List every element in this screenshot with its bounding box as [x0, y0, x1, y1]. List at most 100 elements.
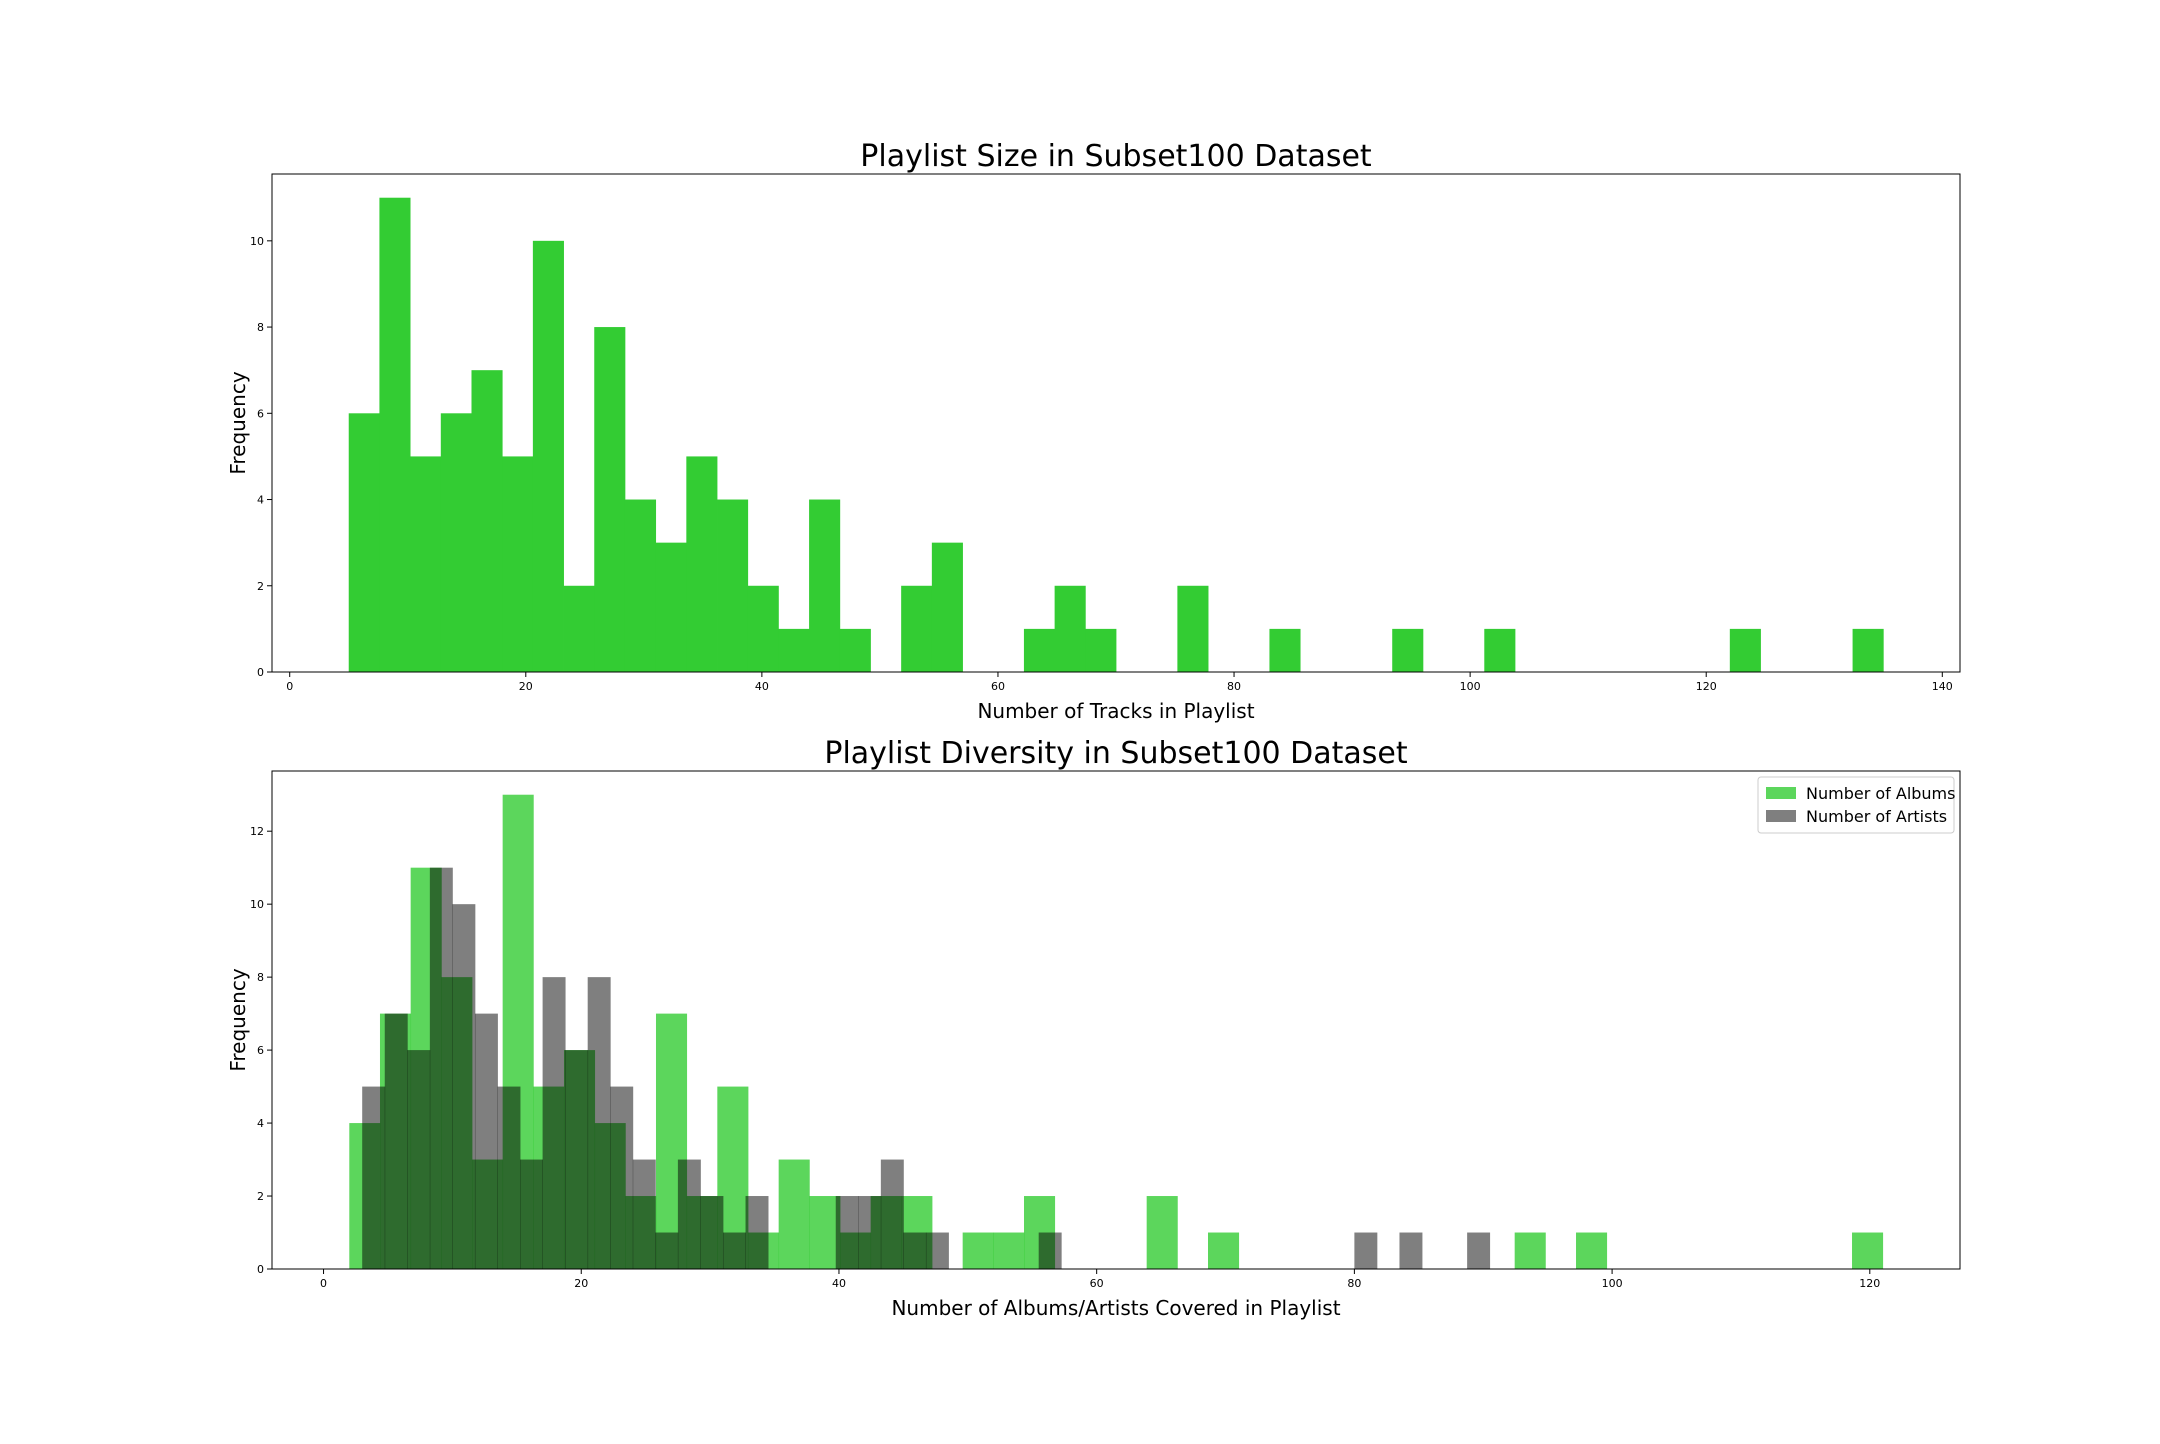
histogram-bar	[1399, 1232, 1423, 1269]
y-axis-ticks: 0 2 4 6 8 10	[250, 235, 272, 679]
histogram-bar	[931, 542, 963, 672]
x-axis-label: Number of Tracks in Playlist	[977, 699, 1254, 723]
legend-label-artists: Number of Artists	[1806, 807, 1947, 826]
histogram-bar	[532, 240, 564, 672]
x-tick-label: 0	[286, 680, 293, 693]
x-tick-label: 80	[1227, 680, 1241, 693]
histogram-bar	[835, 1196, 859, 1269]
y-axis-label: Frequency	[226, 968, 250, 1071]
x-tick-label: 100	[1460, 680, 1481, 693]
histogram-bar	[925, 1232, 949, 1269]
histogram-bar	[1146, 1196, 1178, 1269]
x-axis-ticks: 0 20 40 60 80 100 120 140	[286, 672, 1953, 693]
histogram-bar	[610, 1086, 634, 1269]
legend-swatch-albums	[1766, 787, 1796, 799]
histogram-bar	[903, 1232, 927, 1269]
chart-playlist-size: 0 20 40 60 80 100 120 140 0 2 4 6 8 10 Playlist Size…	[226, 139, 1961, 723]
histogram-bar	[993, 1232, 1025, 1269]
y-tick-label: 4	[257, 494, 264, 507]
histogram-bar	[474, 1013, 498, 1269]
y-tick-label: 4	[257, 1117, 264, 1130]
histogram-bar	[1729, 628, 1761, 672]
y-axis-ticks: 0 2 4 6 8 10 12	[250, 825, 272, 1276]
chart-title: Playlist Diversity in Subset100 Dataset	[824, 736, 1408, 771]
x-tick-label: 40	[755, 680, 769, 693]
x-tick-label: 80	[1347, 1277, 1361, 1290]
histogram-bar	[717, 499, 749, 672]
histogram-bar	[962, 1232, 994, 1269]
histogram-bar	[587, 977, 611, 1269]
histogram-bar	[348, 413, 380, 672]
histogram-bar	[1054, 585, 1086, 672]
histogram-bar	[384, 1013, 408, 1269]
histogram-bar	[1269, 628, 1301, 672]
x-axis-label: Number of Albums/Artists Covered in Play…	[891, 1296, 1340, 1320]
histogram-bar	[778, 628, 810, 672]
y-tick-label: 6	[257, 1044, 264, 1057]
histogram-bar	[565, 1050, 589, 1269]
histogram-bar	[1354, 1232, 1378, 1269]
histogram-bar	[809, 1196, 841, 1269]
x-tick-label: 140	[1932, 680, 1953, 693]
histogram-bar	[563, 585, 595, 672]
y-tick-label: 0	[257, 666, 264, 679]
histogram-bars	[348, 197, 1884, 672]
chart-title: Playlist Size in Subset100 Dataset	[860, 139, 1372, 174]
series-0	[348, 197, 1884, 672]
histogram-bar	[686, 456, 718, 672]
histogram-bar	[440, 413, 472, 672]
y-tick-label: 10	[250, 235, 264, 248]
histogram-bar	[1208, 1232, 1240, 1269]
histogram-bar	[1852, 1232, 1884, 1269]
legend-box	[1757, 776, 1955, 834]
histogram-bar	[839, 628, 871, 672]
legend-swatch-artists	[1766, 810, 1796, 822]
histogram-bar	[407, 1050, 431, 1269]
histogram-bar	[624, 499, 657, 672]
histogram-bar	[880, 1159, 904, 1269]
histogram-bar	[502, 456, 534, 672]
chart-playlist-diversity: 0 20 40 60 80 100 120 0 2 4 6 8 10 12 Playlist Diver…	[226, 736, 1961, 1320]
histogram-bar	[858, 1196, 882, 1269]
histogram-bar	[1177, 585, 1209, 672]
x-tick-label: 0	[320, 1277, 327, 1290]
y-tick-label: 2	[257, 1190, 264, 1203]
x-tick-label: 120	[1859, 1277, 1880, 1290]
histogram-bar	[745, 1196, 769, 1269]
histogram-bar	[497, 1086, 521, 1269]
x-tick-label: 60	[1090, 1277, 1104, 1290]
x-tick-label: 20	[519, 680, 533, 693]
x-tick-label: 20	[574, 1277, 588, 1290]
histogram-bar	[1467, 1232, 1491, 1269]
x-tick-label: 120	[1696, 680, 1717, 693]
histogram-bar	[747, 585, 779, 672]
histogram-bar	[362, 1086, 386, 1269]
histogram-bar	[1023, 628, 1056, 672]
histogram-bar	[655, 1232, 679, 1269]
histogram-bar	[452, 904, 476, 1269]
histogram-bar	[542, 977, 566, 1269]
histogram-bar	[700, 1196, 724, 1269]
histogram-bar	[632, 1159, 656, 1269]
histogram-bar	[520, 1159, 543, 1269]
histogram-bar	[1085, 628, 1117, 672]
x-tick-label: 60	[991, 680, 1005, 693]
y-tick-label: 0	[257, 1263, 264, 1276]
histogram-bar	[1852, 628, 1884, 672]
y-tick-label: 6	[257, 407, 264, 420]
histogram-bar	[1514, 1232, 1546, 1269]
histogram-bar	[677, 1159, 701, 1269]
histogram-bar	[379, 197, 411, 672]
histogram-bar	[778, 1159, 810, 1269]
x-tick-label: 40	[832, 1277, 846, 1290]
series-1	[362, 867, 1491, 1269]
histogram-bar	[901, 585, 933, 672]
x-axis-ticks: 0 20 40 60 80 100 120	[320, 1269, 1880, 1290]
histogram-bar	[809, 499, 841, 672]
plot-frame	[271, 173, 1961, 673]
histogram-bar	[1038, 1232, 1062, 1269]
histogram-bar	[429, 867, 453, 1269]
histogram-bar	[410, 456, 442, 672]
y-axis-label: Frequency	[226, 371, 250, 474]
histogram-bar	[1392, 628, 1424, 672]
